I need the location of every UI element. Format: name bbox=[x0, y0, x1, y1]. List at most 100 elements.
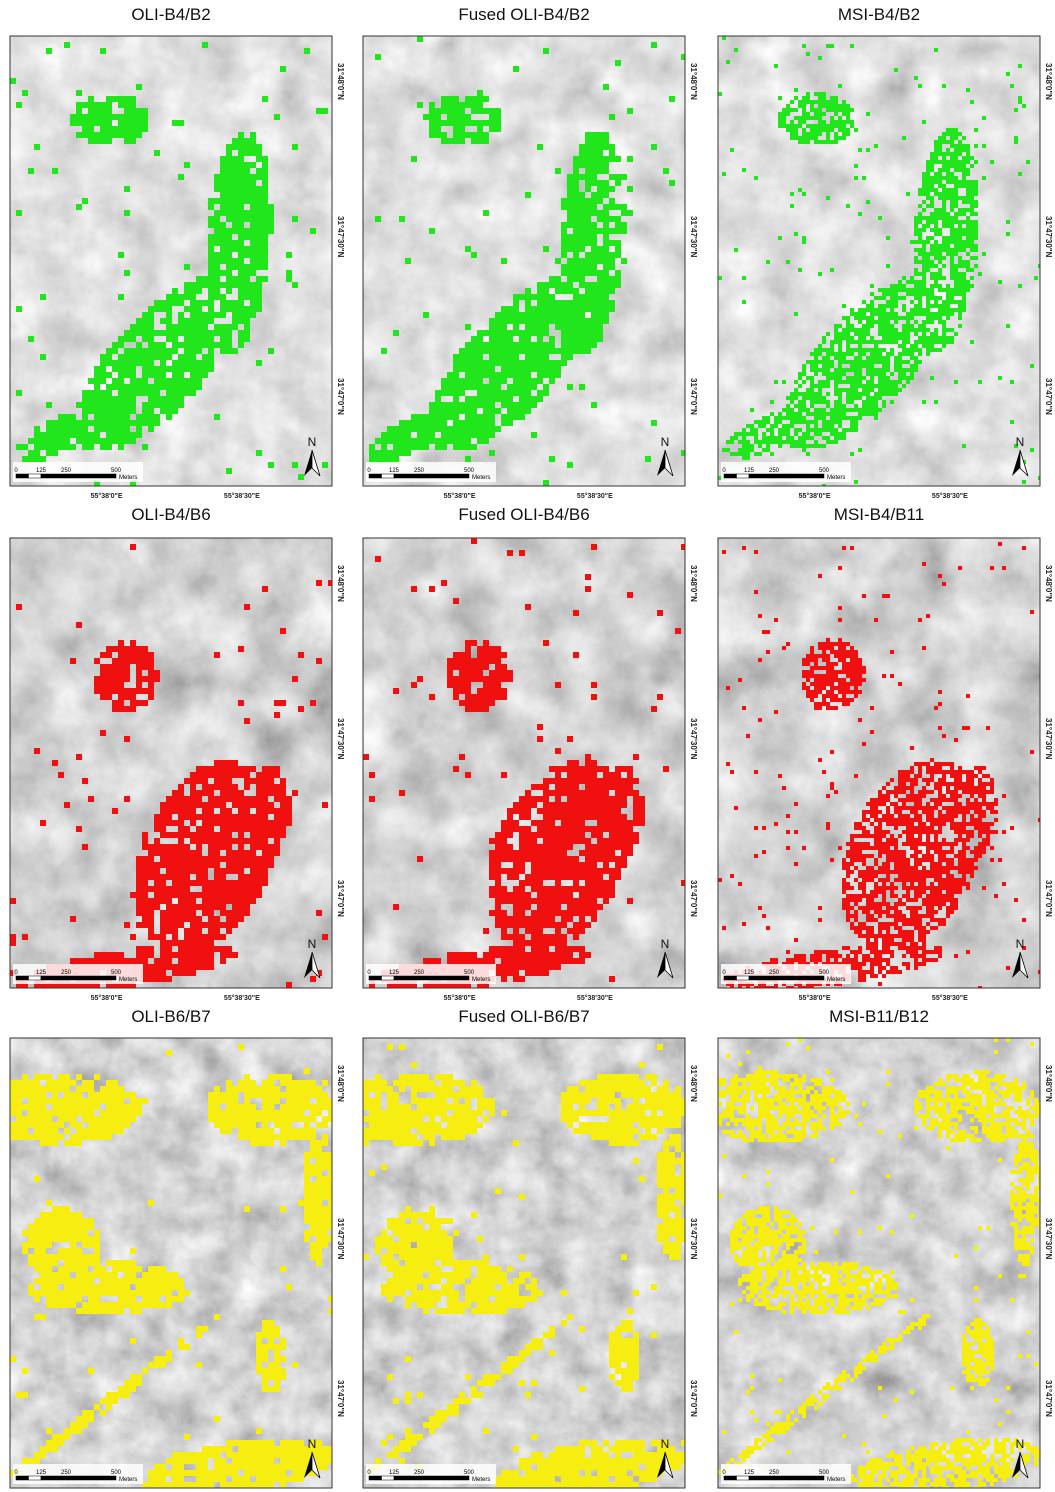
latitude-label: 31°47'30"N bbox=[1044, 718, 1053, 760]
latitude-label: 31°48'0"N bbox=[689, 1065, 698, 1102]
north-label: N bbox=[661, 937, 670, 951]
scale-segment bbox=[29, 1476, 42, 1480]
map-panel: Fused OLI-B4/B631°48'0"N31°47'30"N31°47'… bbox=[363, 505, 698, 1002]
scale-segment bbox=[774, 474, 824, 478]
map-panel: Fused OLI-B6/B7 31°48'0"N 31°47'30"N 31°47'… bbox=[363, 1007, 698, 1492]
scale-segment bbox=[419, 1476, 469, 1480]
scale-segment bbox=[29, 474, 42, 478]
scale-segment bbox=[16, 976, 29, 980]
latitude-label: 31°48'0"N bbox=[689, 63, 698, 100]
scale-segment bbox=[41, 1476, 66, 1480]
scale-tick-label: 250 bbox=[414, 1470, 425, 1476]
longitude-label: 55°38'30"E bbox=[224, 994, 260, 1002]
scale-segment bbox=[41, 474, 66, 478]
scale-segment bbox=[724, 976, 737, 980]
scale-segment bbox=[737, 1476, 750, 1480]
latitude-label: 31°47'30"N bbox=[336, 718, 345, 760]
scale-tick-label: 125 bbox=[389, 1470, 400, 1476]
scale-tick-label: 250 bbox=[61, 468, 72, 474]
scale-segment bbox=[724, 1476, 737, 1480]
scale-tick-label: 500 bbox=[464, 468, 475, 474]
scale-unit: Meters bbox=[827, 1477, 845, 1483]
scale-tick-label: 250 bbox=[769, 970, 780, 976]
scale-segment bbox=[16, 1476, 29, 1480]
panel-title: Fused OLI-B6/B7 bbox=[458, 1007, 589, 1026]
scale-segment bbox=[41, 976, 66, 980]
scale-tick-label: 250 bbox=[61, 970, 72, 976]
longitude-label: 55°38'30"E bbox=[577, 492, 613, 500]
panel-title: OLI-B4/B2 bbox=[131, 5, 210, 24]
scale-tick-label: 125 bbox=[36, 468, 47, 474]
north-label: N bbox=[661, 1437, 670, 1451]
scale-segment bbox=[737, 474, 750, 478]
scale-segment bbox=[16, 474, 29, 478]
scale-tick-label: 500 bbox=[464, 970, 475, 976]
panel-title: Fused OLI-B4/B6 bbox=[458, 505, 589, 524]
longitude-label: 55°38'30"E bbox=[224, 492, 260, 500]
latitude-label: 31°47'30"N bbox=[689, 1218, 698, 1260]
map-image bbox=[718, 538, 1040, 988]
scale-unit: Meters bbox=[119, 977, 137, 983]
latitude-label: 31°47'0"N bbox=[336, 1380, 345, 1417]
scale-segment bbox=[394, 976, 419, 980]
scale-tick-label: 125 bbox=[744, 468, 755, 474]
scale-tick-label: 500 bbox=[111, 970, 122, 976]
scale-bar: 0125250500Meters bbox=[13, 462, 143, 482]
figure: OLI-B4/B2 31°48'0"N 31°47'30"N 31°47'0"N 55°… bbox=[0, 0, 1055, 1492]
panel-title: MSI-B4/B11 bbox=[834, 505, 924, 524]
latitude-label: 31°48'0"N bbox=[1044, 63, 1053, 100]
scale-unit: Meters bbox=[827, 977, 845, 983]
latitude-label: 31°47'0"N bbox=[689, 880, 698, 917]
latitude-label: 31°48'0"N bbox=[336, 63, 345, 100]
scale-unit: Meters bbox=[472, 977, 490, 983]
scale-segment bbox=[737, 976, 750, 980]
scale-unit: Meters bbox=[119, 475, 137, 481]
longitude-label: 55°38'30"E bbox=[932, 492, 968, 500]
scale-segment bbox=[749, 474, 774, 478]
scale-segment bbox=[774, 1476, 824, 1480]
scale-tick-label: 500 bbox=[819, 468, 830, 474]
longitude-label: 55°38'0"E bbox=[444, 492, 476, 500]
longitude-label: 55°38'30"E bbox=[932, 994, 968, 1002]
scale-tick-label: 250 bbox=[769, 468, 780, 474]
north-label: N bbox=[1016, 937, 1025, 951]
latitude-label: 31°47'0"N bbox=[1044, 880, 1053, 917]
north-label: N bbox=[308, 435, 317, 449]
scale-tick-label: 125 bbox=[389, 970, 400, 976]
scale-segment bbox=[419, 976, 469, 980]
panel-title: OLI-B6/B7 bbox=[131, 1007, 210, 1026]
longitude-label: 55°38'0"E bbox=[444, 994, 476, 1002]
scale-segment bbox=[369, 1476, 382, 1480]
scale-segment bbox=[419, 474, 469, 478]
longitude-label: 55°38'0"E bbox=[91, 492, 123, 500]
scale-unit: Meters bbox=[827, 475, 845, 481]
scale-unit: Meters bbox=[472, 1477, 490, 1483]
scale-unit: Meters bbox=[119, 1477, 137, 1483]
scale-segment bbox=[749, 1476, 774, 1480]
scale-segment bbox=[382, 1476, 395, 1480]
panel-title: OLI-B4/B6 bbox=[131, 505, 210, 524]
scale-segment bbox=[66, 1476, 116, 1480]
scale-tick-label: 125 bbox=[744, 970, 755, 976]
scale-tick-label: 500 bbox=[464, 1470, 475, 1476]
latitude-label: 31°48'0"N bbox=[689, 565, 698, 602]
longitude-label: 55°38'0"E bbox=[91, 994, 123, 1002]
latitude-label: 31°47'0"N bbox=[1044, 1380, 1053, 1417]
latitude-label: 31°47'30"N bbox=[689, 216, 698, 258]
panel-title: MSI-B4/B2 bbox=[838, 5, 920, 24]
latitude-label: 31°48'0"N bbox=[1044, 1065, 1053, 1102]
map-panel: MSI-B11/B1231°48'0"N31°47'30"N31°47'0"N5… bbox=[718, 1007, 1053, 1492]
scale-segment bbox=[382, 474, 395, 478]
scale-segment bbox=[382, 976, 395, 980]
map-panel: OLI-B4/B631°48'0"N31°47'30"N31°47'0"N55°… bbox=[10, 505, 345, 1002]
latitude-label: 31°47'0"N bbox=[689, 1380, 698, 1417]
scale-tick-label: 125 bbox=[36, 1470, 47, 1476]
panel-title: MSI-B11/B12 bbox=[829, 1007, 929, 1026]
scale-tick-label: 500 bbox=[819, 970, 830, 976]
longitude-label: 55°38'30"E bbox=[577, 994, 613, 1002]
latitude-label: 31°47'0"N bbox=[1044, 378, 1053, 415]
latitude-label: 31°47'30"N bbox=[336, 216, 345, 258]
latitude-label: 31°48'0"N bbox=[336, 1065, 345, 1102]
